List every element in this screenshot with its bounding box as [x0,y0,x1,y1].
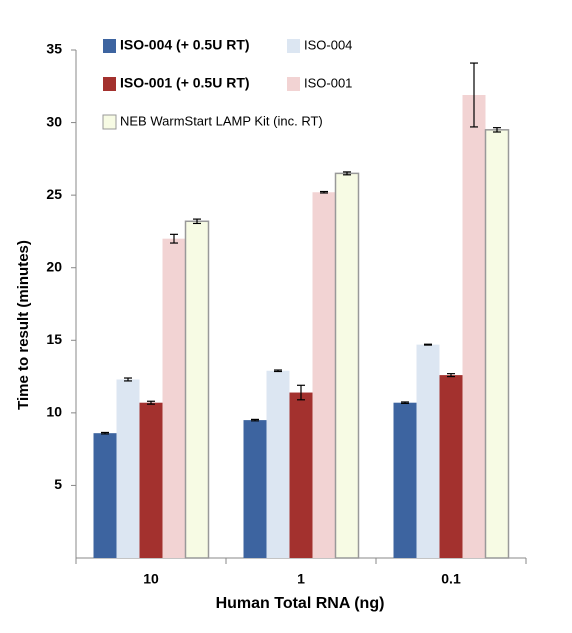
y-tick-label: 15 [46,331,62,347]
bar [93,433,117,558]
y-tick-label: 35 [46,41,62,57]
error-bar [170,233,178,244]
error-bar [147,400,155,405]
legend-label: NEB WarmStart LAMP Kit (inc. RT) [120,113,323,128]
error-bar [320,190,328,194]
bar [184,220,210,559]
legend-swatch [103,77,116,91]
error-bar [447,373,455,378]
error-bar [274,369,282,373]
bar [116,379,140,558]
bar [416,344,440,558]
error-bar [493,127,501,133]
bar [334,172,360,559]
bar [312,192,336,559]
bar [484,129,510,559]
bar [266,370,290,558]
y-tick-label: 10 [46,404,62,420]
error-bar [343,171,351,176]
error-bar [297,384,305,401]
bar [243,420,267,558]
legend-swatch [287,39,300,53]
error-bar [101,431,109,435]
bar [289,392,313,558]
bar [462,94,486,558]
bar [393,402,417,558]
bar [139,402,163,558]
legend-swatch [102,114,117,130]
y-tick-label: 5 [54,476,62,492]
y-tick-label: 30 [46,113,62,129]
legend-swatch [103,39,116,53]
bar [162,238,186,558]
error-bar [124,377,132,382]
x-tick-label: 10 [143,571,159,587]
x-axis-label: Human Total RNA (ng) [216,595,385,612]
error-bar [470,62,478,128]
error-bar [401,401,409,405]
x-tick-label: 1 [297,571,305,587]
y-axis-label: Time to result (minutes) [15,240,32,410]
y-tick-label: 25 [46,186,62,202]
error-bar [251,418,259,422]
error-bar [424,343,432,346]
legend-label: ISO-004 [304,37,352,52]
error-bar [193,218,201,225]
y-tick-label: 20 [46,258,62,274]
legend-label: ISO-004 (+ 0.5U RT) [120,37,250,53]
legend-label: ISO-001 [304,75,352,90]
legend-label: ISO-001 (+ 0.5U RT) [120,75,250,91]
x-tick-label: 0.1 [441,571,461,587]
legend-swatch [287,77,300,91]
bar [439,375,463,558]
